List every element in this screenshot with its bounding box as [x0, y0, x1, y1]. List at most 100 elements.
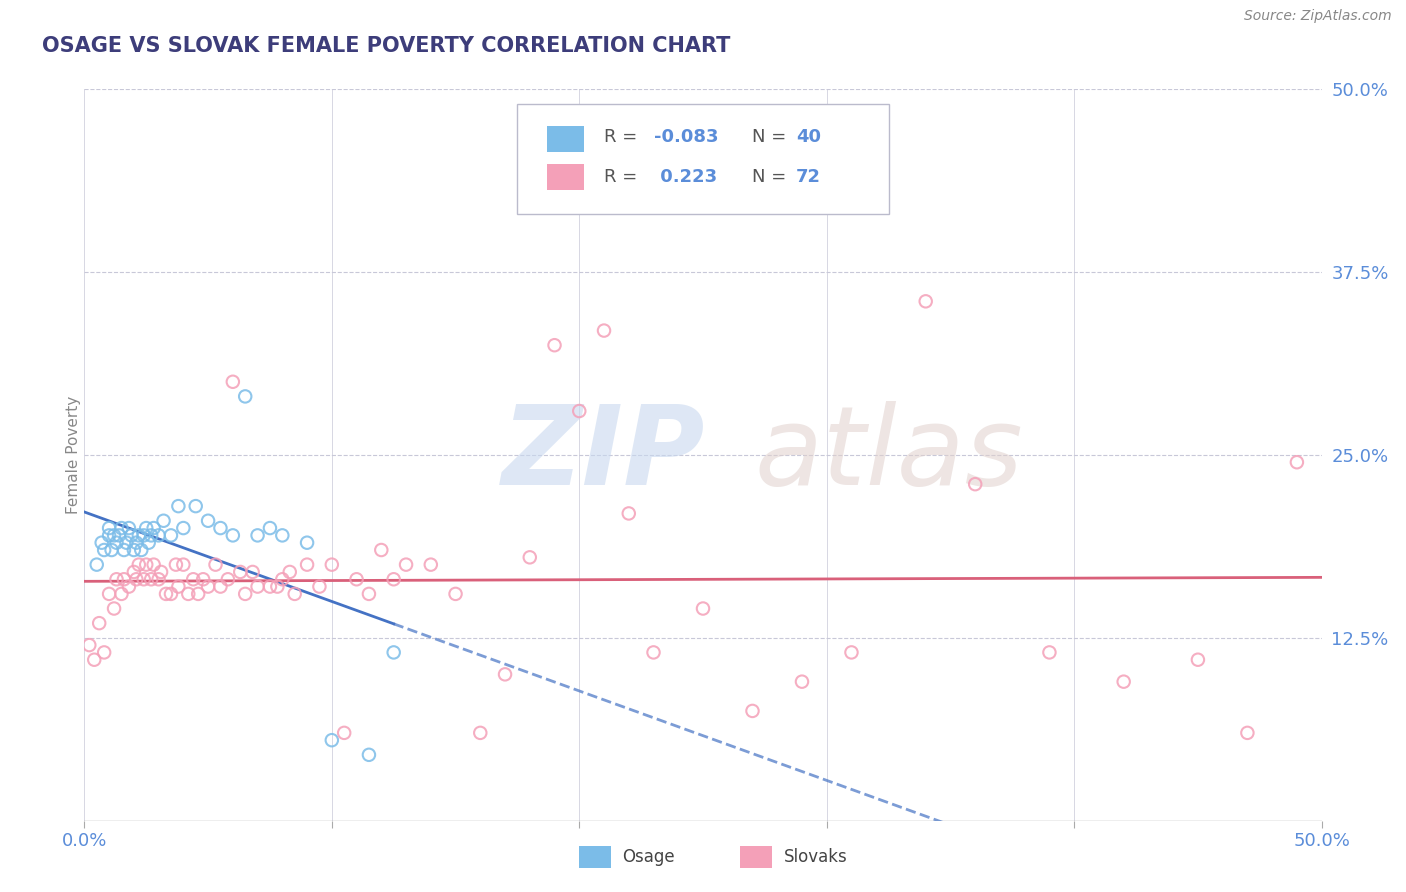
- Point: [266, 580, 288, 594]
- Point: [181, 572, 204, 586]
- Point: [129, 543, 152, 558]
- Text: R =: R =: [605, 128, 643, 146]
- Text: 72: 72: [796, 168, 821, 186]
- Text: Slovaks: Slovaks: [783, 848, 848, 866]
- Point: [259, 521, 281, 535]
- Point: [246, 580, 269, 594]
- Point: [172, 521, 194, 535]
- Point: [112, 543, 135, 558]
- Point: [138, 535, 160, 549]
- Point: [167, 499, 190, 513]
- Point: [90, 535, 112, 549]
- Y-axis label: Female Poverty: Female Poverty: [66, 396, 80, 514]
- Point: [165, 558, 187, 572]
- Point: [494, 667, 516, 681]
- Point: [135, 521, 157, 535]
- Point: [103, 601, 125, 615]
- Point: [86, 558, 108, 572]
- Point: [841, 645, 863, 659]
- Point: [142, 558, 165, 572]
- Point: [346, 572, 368, 586]
- Point: [593, 324, 616, 338]
- Point: [191, 572, 214, 586]
- Point: [295, 535, 318, 549]
- Text: R =: R =: [605, 168, 643, 186]
- Point: [692, 601, 714, 615]
- Point: [790, 674, 813, 689]
- Point: [118, 521, 141, 535]
- Point: [98, 528, 121, 542]
- Point: [125, 535, 148, 549]
- Point: [295, 558, 318, 572]
- Point: [741, 704, 763, 718]
- Point: [132, 528, 155, 542]
- Point: [1236, 726, 1258, 740]
- Point: [187, 587, 209, 601]
- Point: [112, 572, 135, 586]
- Point: [128, 528, 150, 542]
- Point: [150, 565, 173, 579]
- Point: [222, 375, 245, 389]
- Point: [278, 565, 301, 579]
- Point: [103, 528, 125, 542]
- Point: [160, 528, 183, 542]
- Point: [271, 572, 294, 586]
- Point: [242, 565, 264, 579]
- Point: [370, 543, 392, 558]
- Point: [914, 294, 936, 309]
- Point: [93, 645, 115, 659]
- Bar: [740, 847, 772, 868]
- Point: [83, 653, 105, 667]
- Point: [152, 514, 174, 528]
- Text: ZIP: ZIP: [502, 401, 706, 508]
- Point: [543, 338, 565, 352]
- Point: [617, 507, 640, 521]
- Text: 40: 40: [796, 128, 821, 146]
- Point: [519, 550, 541, 565]
- Point: [470, 726, 492, 740]
- Point: [122, 565, 145, 579]
- Point: [120, 528, 142, 542]
- Point: [204, 558, 226, 572]
- Point: [172, 558, 194, 572]
- Point: [155, 587, 177, 601]
- Text: Osage: Osage: [623, 848, 675, 866]
- Point: [209, 580, 232, 594]
- Point: [100, 543, 122, 558]
- Point: [357, 587, 380, 601]
- Point: [382, 645, 405, 659]
- Point: [142, 521, 165, 535]
- Text: atlas: atlas: [754, 401, 1024, 508]
- Bar: [547, 126, 585, 153]
- Point: [197, 580, 219, 594]
- Point: [184, 499, 207, 513]
- Point: [125, 572, 148, 586]
- Point: [128, 558, 150, 572]
- Point: [110, 521, 132, 535]
- Point: [98, 587, 121, 601]
- Point: [419, 558, 441, 572]
- Point: [357, 747, 380, 762]
- Point: [122, 543, 145, 558]
- Point: [217, 572, 239, 586]
- FancyBboxPatch shape: [517, 103, 889, 213]
- Text: Source: ZipAtlas.com: Source: ZipAtlas.com: [1244, 9, 1392, 23]
- Point: [132, 572, 155, 586]
- Point: [382, 572, 405, 586]
- Point: [568, 404, 591, 418]
- Text: 0.223: 0.223: [654, 168, 717, 186]
- Point: [110, 587, 132, 601]
- Point: [259, 580, 281, 594]
- Point: [246, 528, 269, 542]
- Point: [222, 528, 245, 542]
- Point: [1112, 674, 1135, 689]
- Point: [167, 580, 190, 594]
- Point: [321, 558, 343, 572]
- Point: [233, 389, 256, 403]
- Point: [79, 638, 101, 652]
- Point: [271, 528, 294, 542]
- Text: -0.083: -0.083: [654, 128, 718, 146]
- Point: [643, 645, 665, 659]
- Point: [209, 521, 232, 535]
- Point: [141, 528, 163, 542]
